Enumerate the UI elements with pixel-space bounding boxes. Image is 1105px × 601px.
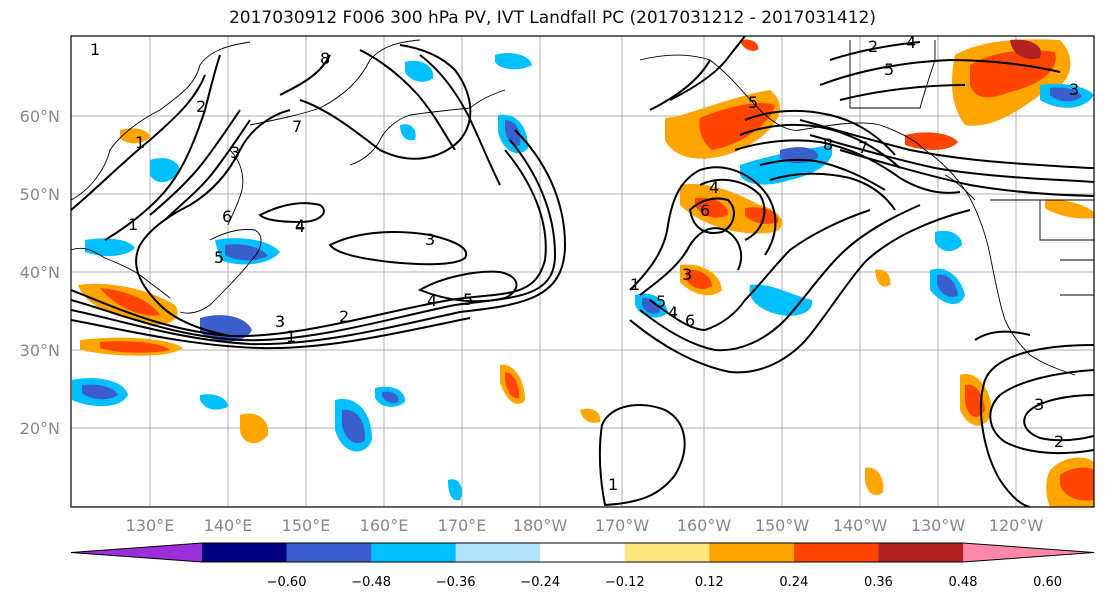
- contour-label: 4: [668, 303, 678, 322]
- colorbar-swatch: [878, 543, 964, 562]
- contour-label: 1: [630, 275, 640, 294]
- contour-label: 6: [700, 201, 710, 220]
- lon-label: 170°W: [595, 516, 650, 535]
- colorbar-tick-label: 0.48: [949, 575, 978, 590]
- colorbar-outline: [70, 542, 1095, 563]
- contour-label: 2: [868, 37, 878, 56]
- colorbar-tick-label: −0.60: [267, 575, 307, 590]
- lat-label: 40°N: [20, 263, 60, 282]
- contour-label: 1: [135, 133, 145, 152]
- contour-label: 4: [906, 33, 916, 52]
- lon-label: 130°W: [911, 516, 966, 535]
- contour-label: 3: [230, 143, 240, 162]
- contour-label: 5: [214, 248, 224, 267]
- colorbar-tick-label: 0.36: [864, 575, 893, 590]
- contour-label: 3: [275, 312, 285, 331]
- contour-label: 1: [90, 40, 100, 59]
- contour-label: 3: [1034, 395, 1044, 414]
- colorbar-tick-label: 0.12: [695, 575, 724, 590]
- contour-label: 4: [709, 178, 719, 197]
- longitude-labels: 130°E 140°E 150°E 160°E 170°E 180°W 170°…: [126, 516, 1044, 535]
- contour-label: 6: [685, 311, 695, 330]
- coastlines: [71, 39, 1094, 376]
- colorbar: −0.60 −0.48 −0.36 −0.24 −0.12 0.12 0.24 0.36 0.4…: [70, 542, 1095, 590]
- contour-label: 1: [286, 327, 296, 346]
- lat-label: 30°N: [20, 341, 60, 360]
- graticule: [71, 36, 1094, 507]
- lon-label: 140°W: [833, 516, 888, 535]
- contour-label: 7: [858, 138, 868, 157]
- colorbar-swatch: [371, 543, 457, 562]
- contour-label: 3: [425, 230, 435, 249]
- colorbar-tick-label: −0.24: [520, 575, 560, 590]
- colorbar-tick-label: −0.48: [351, 575, 391, 590]
- lat-label: 60°N: [20, 107, 60, 126]
- map-title: 2017030912 F006 300 hPa PV, IVT Landfall…: [228, 8, 876, 28]
- colorbar-swatch: [455, 543, 541, 562]
- lat-label: 50°N: [20, 185, 60, 204]
- contour-label: 3: [682, 265, 692, 284]
- contour-label: 4: [295, 217, 305, 236]
- colorbar-swatch: [793, 543, 879, 562]
- contour-label: 5: [884, 60, 894, 79]
- colorbar-swatch: [624, 543, 710, 562]
- contour-label: 2: [1054, 432, 1064, 451]
- lon-label: 160°W: [677, 516, 732, 535]
- colorbar-swatch: [540, 543, 626, 562]
- colorbar-tick-label: −0.12: [605, 575, 645, 590]
- lon-label: 140°E: [204, 516, 253, 535]
- colorbar-swatch: [202, 543, 288, 562]
- colorbar-swatch: [286, 543, 372, 562]
- lon-label: 160°E: [360, 516, 409, 535]
- contour-label: 8: [320, 49, 330, 68]
- lon-label: 120°W: [989, 516, 1044, 535]
- latitude-labels: 60°N 50°N 40°N 30°N 20°N: [20, 107, 60, 438]
- colorbar-swatch: [709, 543, 795, 562]
- contour-label: 4: [427, 291, 437, 310]
- contour-label: 6: [222, 207, 232, 226]
- contour-label: 1: [128, 215, 138, 234]
- colorbar-tick-label: 0.60: [1033, 575, 1062, 590]
- colorbar-extend-low: [71, 543, 202, 562]
- contour-labels: 2 1 5 4 3 6 7 8 3 4 5 2 3 1 5 4 3 5 4 6 …: [90, 33, 1079, 494]
- lon-label: 150°E: [282, 516, 331, 535]
- lat-label: 20°N: [20, 419, 60, 438]
- contour-label: 2: [339, 307, 349, 326]
- contour-label: 2: [196, 97, 206, 116]
- contour-lines: [71, 36, 1094, 507]
- colorbar-tick-label: −0.36: [436, 575, 476, 590]
- lon-label: 170°E: [438, 516, 487, 535]
- colorbar-tick-label: 0.24: [779, 575, 808, 590]
- contour-label: 8: [823, 135, 833, 154]
- contour-label: 7: [292, 117, 302, 136]
- lon-label: 180°W: [513, 516, 568, 535]
- contour-label: 5: [656, 292, 666, 311]
- contour-label: 5: [748, 93, 758, 112]
- contour-label: 1: [608, 475, 618, 494]
- map-border: [70, 35, 1095, 508]
- lon-label: 150°W: [755, 516, 810, 535]
- lon-label: 130°E: [126, 516, 175, 535]
- contour-label: 3: [1069, 80, 1079, 99]
- contour-label: 5: [463, 290, 473, 309]
- contour-label: 4: [295, 216, 305, 235]
- colorbar-extend-high: [963, 543, 1094, 562]
